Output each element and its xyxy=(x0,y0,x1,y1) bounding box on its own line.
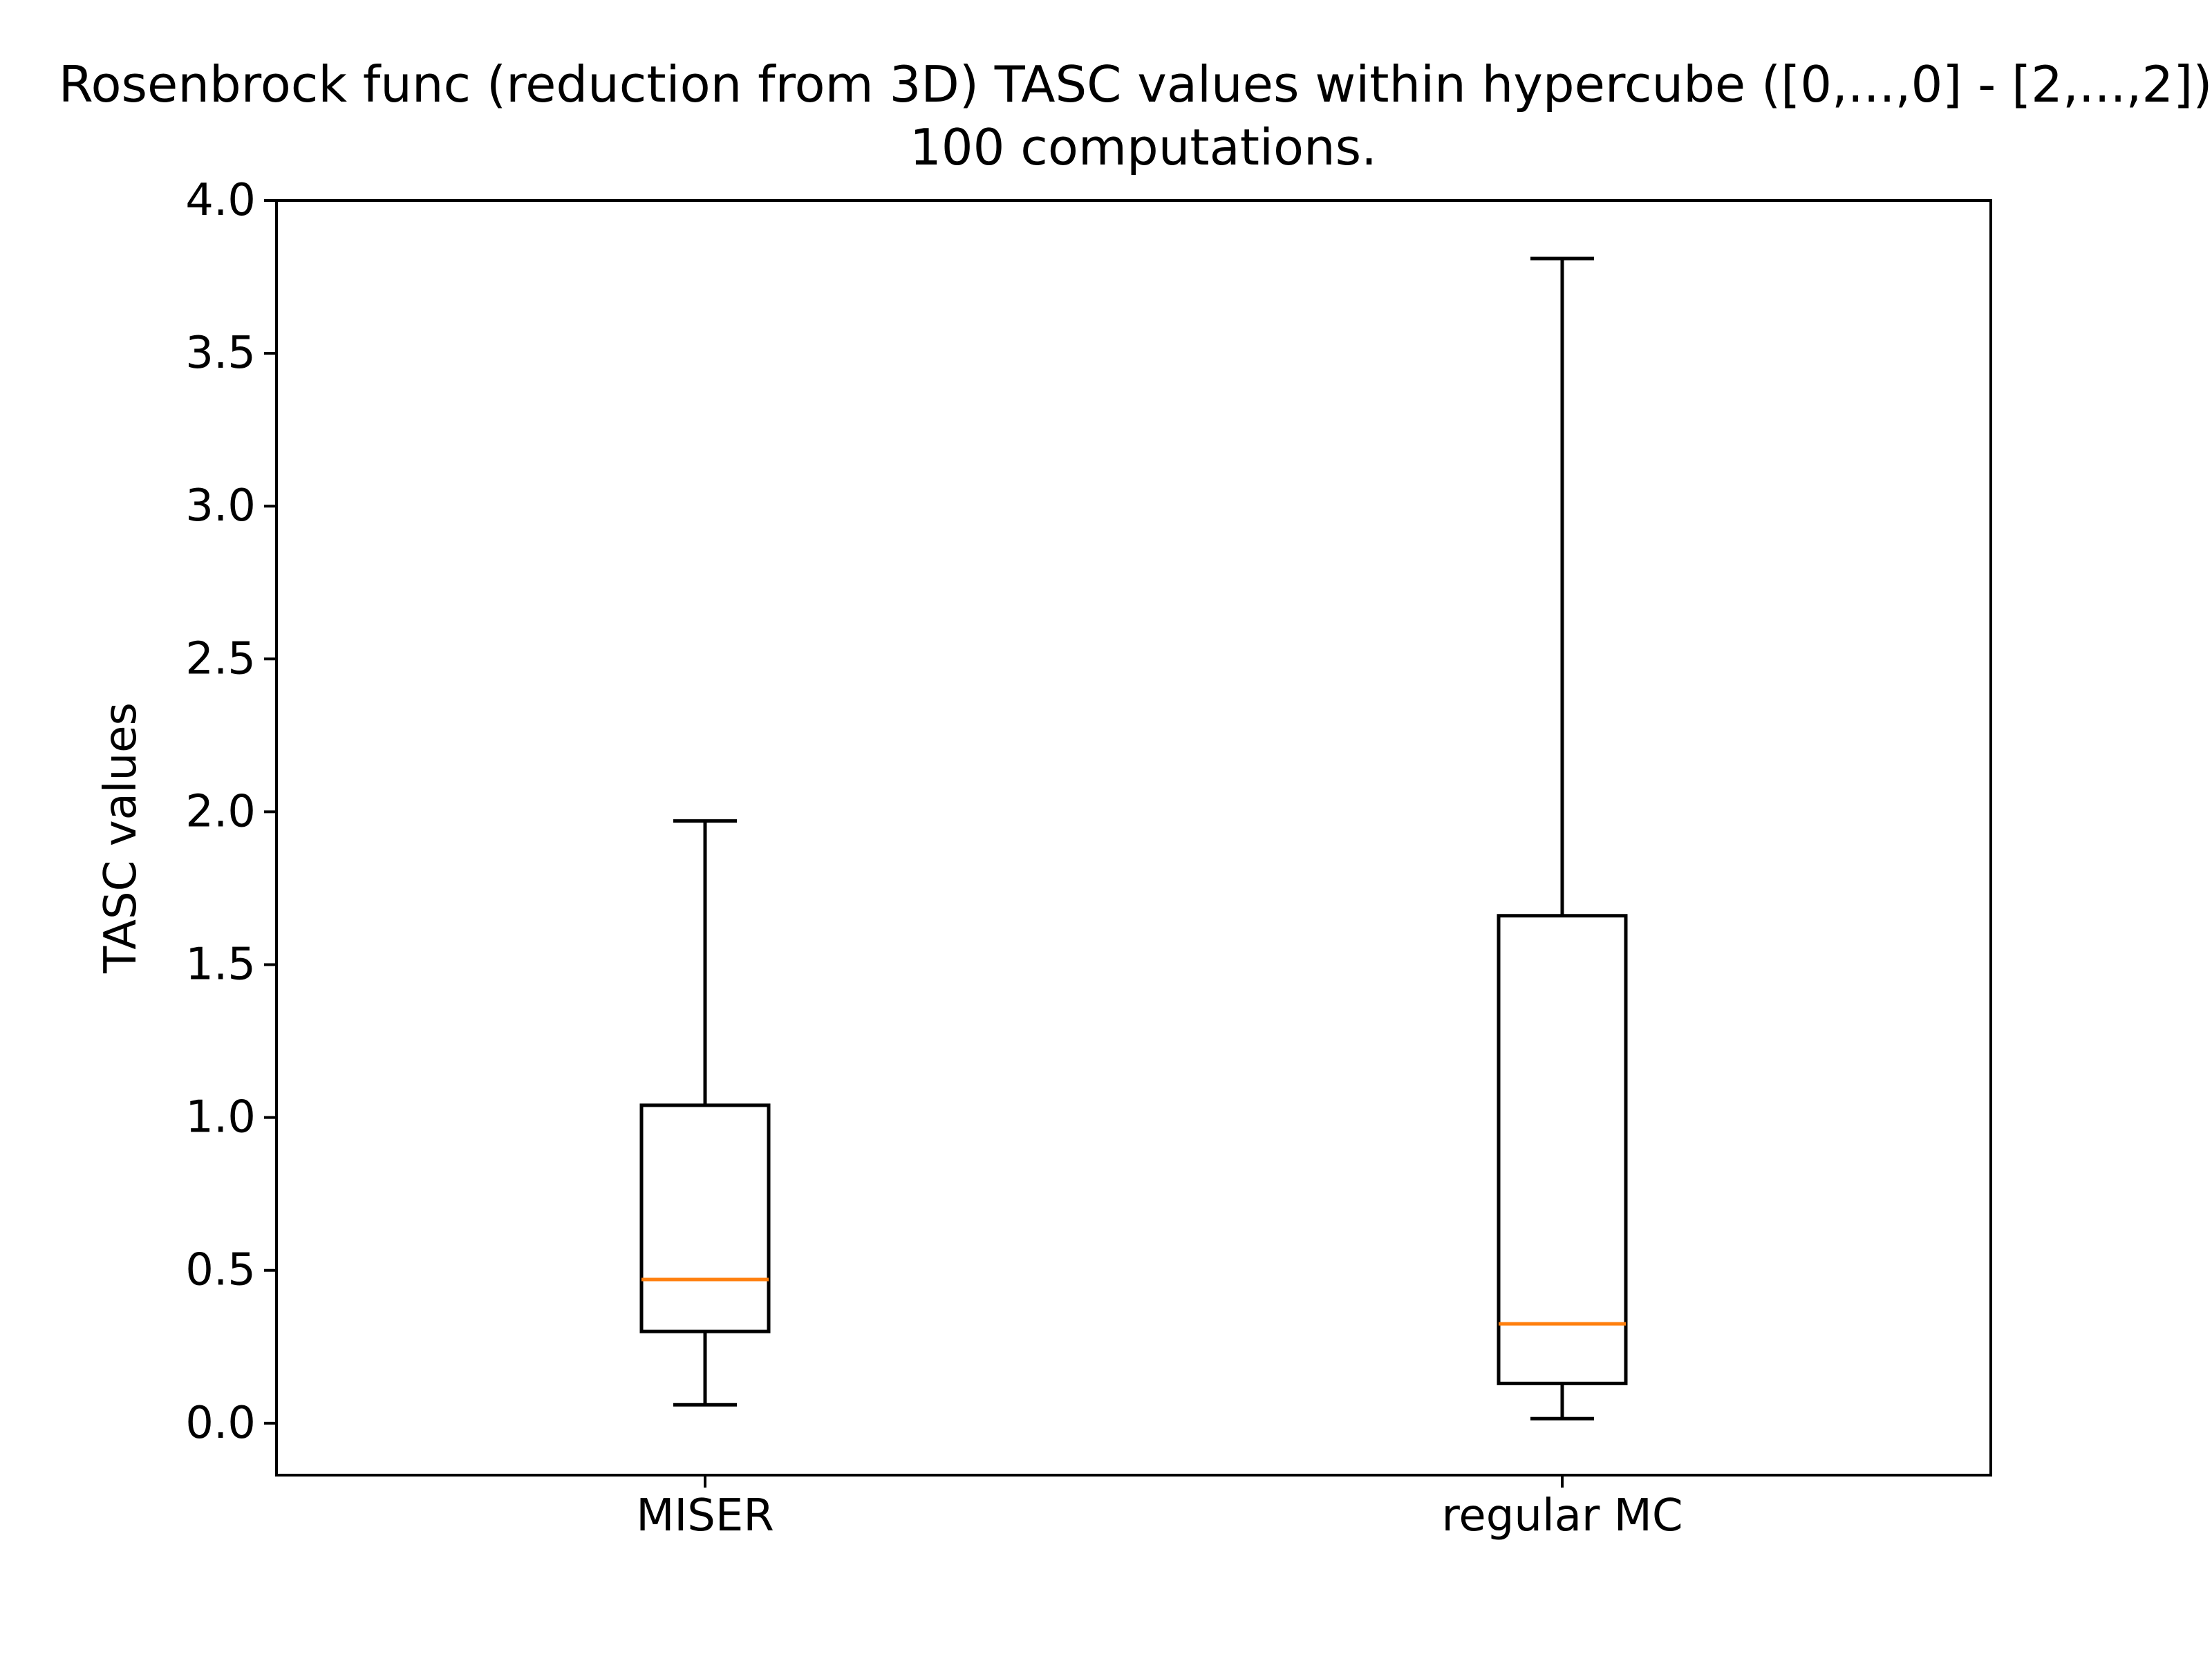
box-regular-mc xyxy=(1497,914,1628,1385)
axes-frame xyxy=(275,199,1992,1477)
plot-area: 0.0 0.5 1.0 1.5 2.0 2.5 3.0 3.5 4.0 MISER regular … xyxy=(185,175,1992,1541)
x-tick-label-miser: MISER xyxy=(636,1490,774,1541)
box-miser xyxy=(639,1103,771,1333)
y-tick-label: 1.5 xyxy=(185,939,256,991)
y-tick-label: 0.0 xyxy=(185,1398,256,1449)
y-tick-label: 2.0 xyxy=(185,786,256,837)
x-tick-label-regular-mc: regular MC xyxy=(1441,1490,1683,1541)
y-tick-label: 1.0 xyxy=(185,1092,256,1143)
chart-title-line-2: 100 computations. xyxy=(910,118,1377,176)
y-tick-label: 3.0 xyxy=(185,480,256,532)
y-tick-label: 2.5 xyxy=(185,633,256,684)
chart-title-line-1: Rosenbrock func (reduction from 3D) TASC… xyxy=(59,55,2212,113)
y-tick-label: 0.5 xyxy=(185,1245,256,1296)
y-tick-label: 3.5 xyxy=(185,328,256,379)
y-tick-label: 4.0 xyxy=(185,175,256,226)
y-axis-label: TASC values xyxy=(95,702,147,974)
